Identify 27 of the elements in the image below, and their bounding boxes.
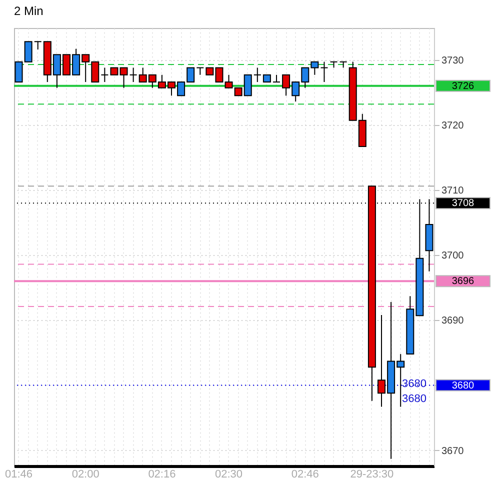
candlestick: [120, 67, 128, 88]
y-tick-label: 3700: [442, 250, 464, 262]
ref-line-label: 3680: [452, 380, 475, 392]
x-tick-label: 02:16: [148, 468, 176, 480]
y-tick-label: 3690: [442, 316, 464, 327]
y-tick-label: 3730: [442, 55, 464, 66]
candlestick: [272, 74, 280, 83]
x-tick-label: 29-23:30: [350, 468, 394, 480]
ref-line-label: 3726: [452, 80, 475, 92]
candlestick: [34, 41, 42, 50]
candlestick: [129, 67, 138, 83]
candlestick: [253, 67, 262, 83]
x-tick-label: 02:30: [215, 468, 243, 480]
candlestick: [100, 67, 109, 83]
annotation: 3680: [402, 393, 426, 405]
ref-line-label: 3696: [452, 276, 475, 288]
candlestick: [320, 61, 328, 83]
y-tick-label: 3710: [442, 186, 464, 197]
annotation: 3680: [402, 378, 426, 390]
y-tick-label: 3670: [442, 446, 464, 457]
x-tick-label: 02:00: [72, 468, 100, 480]
ref-line-label: 3708: [452, 198, 475, 210]
x-tick-label: 02:46: [291, 468, 319, 480]
y-tick-label: 3720: [442, 120, 464, 132]
chart-title: 2 Min: [14, 4, 44, 18]
candlestick: [196, 67, 204, 76]
x-tick-label: 01:46: [5, 468, 33, 480]
